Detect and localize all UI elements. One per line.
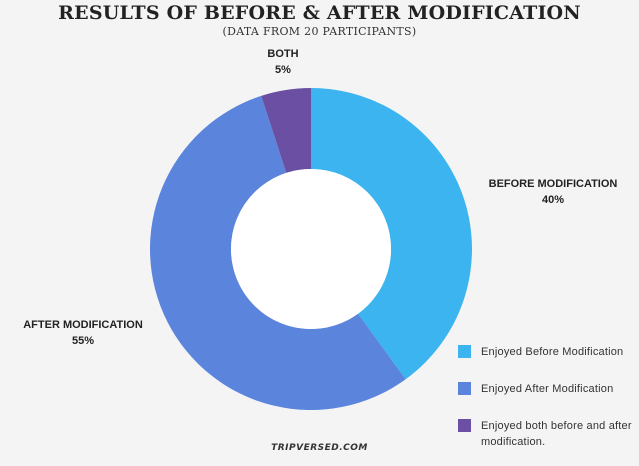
legend-swatch-both <box>458 419 471 432</box>
legend-item-before: Enjoyed Before Modification <box>458 344 637 360</box>
watermark: TRIPVERSED.COM <box>271 443 368 453</box>
slice-label-before-value: 40% <box>541 194 565 206</box>
donut-slice-after <box>149 95 406 411</box>
slice-label-both: BOTH 5% <box>258 46 308 78</box>
legend-label-before: Enjoyed Before Modification <box>481 346 624 358</box>
slice-label-after-value: 55% <box>71 335 95 347</box>
legend-item-both: Enjoyed both before and after modificati… <box>458 418 637 450</box>
slice-label-both-value: 5% <box>275 64 291 76</box>
slice-label-after-name: AFTER MODIFICATION <box>23 319 143 331</box>
chart-subtitle: (DATA FROM 20 PARTICIPANTS) <box>222 25 417 38</box>
legend-swatch-after <box>458 382 471 395</box>
slice-label-after: AFTER MODIFICATION 55% <box>8 317 158 349</box>
slice-label-before: BEFORE MODIFICATION 40% <box>478 176 628 208</box>
slice-label-before-name: BEFORE MODIFICATION <box>488 178 618 190</box>
donut-slice-before <box>311 88 472 380</box>
slice-label-both-name: BOTH <box>267 48 299 60</box>
donut-slice-both <box>261 88 311 173</box>
legend-label-after: Enjoyed After Modification <box>481 383 614 395</box>
donut-hole <box>231 169 391 329</box>
legend-label-both: Enjoyed both before and after modificati… <box>481 420 632 448</box>
legend-swatch-before <box>458 345 471 358</box>
chart-title: RESULTS OF BEFORE & AFTER MODIFICATION <box>58 2 581 24</box>
legend-item-after: Enjoyed After Modification <box>458 381 637 397</box>
